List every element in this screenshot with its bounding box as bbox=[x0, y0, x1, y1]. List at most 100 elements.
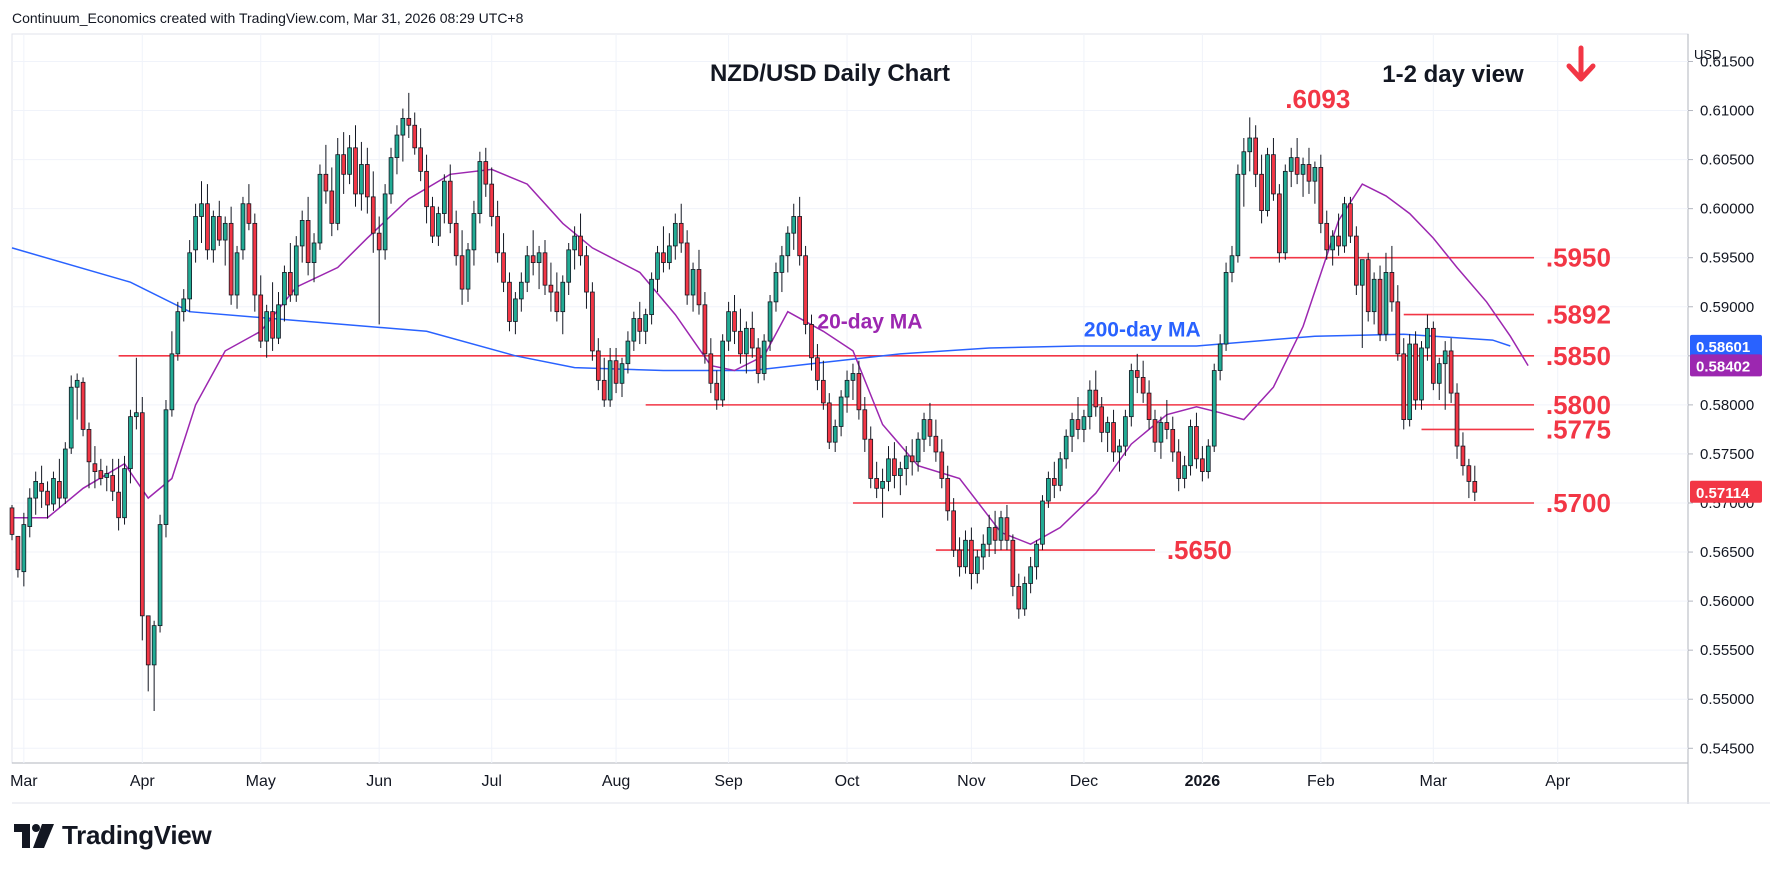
candle-body bbox=[560, 281, 566, 313]
candle-bearish bbox=[815, 344, 820, 391]
candle-bullish bbox=[211, 210, 216, 263]
candle-bullish bbox=[619, 357, 625, 398]
candle-body bbox=[1365, 259, 1371, 313]
candle-body bbox=[1419, 347, 1424, 401]
candle-bearish bbox=[45, 481, 50, 519]
candle-bullish bbox=[791, 203, 797, 250]
candle-body bbox=[1117, 445, 1122, 453]
candle-bearish bbox=[755, 338, 761, 384]
tradingview-logo[interactable]: TradingView bbox=[14, 820, 212, 851]
candle-body bbox=[524, 255, 530, 283]
candle-bullish bbox=[1057, 451, 1063, 492]
candle-body bbox=[1164, 422, 1170, 430]
candle-body bbox=[1176, 451, 1182, 479]
candle-bearish bbox=[145, 615, 151, 692]
candle-bearish bbox=[678, 203, 684, 253]
candle-body bbox=[1324, 222, 1330, 251]
time-tick-label: Feb bbox=[1307, 773, 1335, 790]
candle-body bbox=[1407, 343, 1412, 420]
candle-bearish bbox=[1146, 380, 1152, 430]
level-label: .5950 bbox=[1546, 243, 1611, 273]
candle-body bbox=[477, 161, 483, 214]
candle-body bbox=[453, 222, 459, 257]
candle-bearish bbox=[1460, 432, 1466, 476]
candle-bearish bbox=[702, 292, 708, 364]
candle-bearish bbox=[542, 240, 548, 295]
support-resistance-levels: .6093 .5950 .5892 .5850 .5800.5775 .5700 .5650 bbox=[118, 84, 1611, 565]
candle-bullish bbox=[1235, 164, 1241, 263]
candle-bearish bbox=[459, 230, 465, 305]
candle-body bbox=[637, 318, 643, 332]
candle-body bbox=[1259, 173, 1264, 212]
candle-bearish bbox=[228, 206, 234, 305]
candle-body bbox=[264, 311, 269, 342]
candle-body bbox=[1111, 422, 1116, 453]
candle-bullish bbox=[1211, 363, 1217, 452]
candle-body bbox=[1217, 343, 1223, 371]
level-label: .5700 bbox=[1546, 488, 1611, 518]
down-arrow-icon bbox=[1566, 45, 1596, 82]
level-label: .5775 bbox=[1546, 414, 1611, 444]
candle-body bbox=[1010, 539, 1016, 587]
candle-body bbox=[690, 269, 696, 296]
candle-body bbox=[1223, 272, 1229, 345]
candle-body bbox=[1265, 154, 1270, 212]
candle-bearish bbox=[258, 275, 264, 348]
candle-bullish bbox=[518, 272, 524, 312]
candle-bullish bbox=[471, 200, 477, 266]
candle-body bbox=[898, 468, 903, 476]
candle-bearish bbox=[205, 184, 210, 260]
candle-bullish bbox=[400, 108, 406, 162]
candle-body bbox=[1466, 465, 1472, 482]
candle-bearish bbox=[110, 458, 116, 502]
candle-body bbox=[39, 482, 44, 492]
candle-body bbox=[299, 220, 305, 247]
candle-body bbox=[826, 402, 832, 443]
candle-bullish bbox=[74, 373, 80, 420]
level-label: .6093 bbox=[1285, 84, 1350, 114]
moving-averages: 20-day MA 200-day MA bbox=[11, 168, 1529, 546]
candle-body bbox=[821, 379, 826, 404]
candle-body bbox=[1454, 392, 1460, 447]
candle-body bbox=[720, 340, 725, 401]
candle-bullish bbox=[51, 471, 56, 511]
candle-body bbox=[311, 242, 317, 264]
candle-bullish bbox=[1046, 471, 1051, 508]
candle-body bbox=[1040, 500, 1045, 545]
candle-bullish bbox=[1312, 161, 1318, 204]
price-tags: 0.58601 0.58402 0.57114 bbox=[1690, 334, 1762, 503]
candle-bearish bbox=[637, 301, 643, 345]
candle-body bbox=[530, 255, 536, 264]
candle-body bbox=[98, 470, 104, 479]
nzdusd-daily-chart: 0.545000.550000.555000.560000.565000.570… bbox=[9, 33, 1770, 804]
candle-body bbox=[554, 291, 560, 313]
candle-bearish bbox=[957, 537, 962, 577]
candle-bullish bbox=[975, 550, 980, 584]
candle-bearish bbox=[1324, 210, 1330, 260]
candle-body bbox=[566, 249, 572, 283]
candle-bearish bbox=[353, 125, 358, 207]
level-label: .5850 bbox=[1546, 341, 1611, 371]
price-tick-label: 0.56000 bbox=[1700, 593, 1754, 610]
candle-body bbox=[1099, 406, 1105, 433]
candle-body bbox=[205, 203, 210, 251]
candle-body bbox=[536, 252, 542, 264]
candle-body bbox=[909, 455, 915, 463]
candle-bearish bbox=[992, 510, 998, 555]
candle-bearish bbox=[803, 245, 808, 335]
candle-bullish bbox=[347, 135, 352, 185]
candle-body bbox=[370, 196, 376, 234]
candle-bullish bbox=[134, 357, 139, 430]
tradingview-logo-icon bbox=[14, 823, 54, 848]
candle-bearish bbox=[684, 230, 690, 305]
candle-body bbox=[74, 379, 80, 388]
candle-bullish bbox=[442, 174, 447, 224]
candle-body bbox=[951, 510, 956, 551]
candle-body bbox=[1158, 422, 1164, 443]
candle-bearish bbox=[1259, 154, 1264, 224]
candle-bullish bbox=[566, 242, 572, 295]
candle-bullish bbox=[1105, 416, 1110, 452]
candle-body bbox=[193, 216, 198, 251]
candle-bearish bbox=[1294, 138, 1300, 185]
candle-body bbox=[1051, 478, 1057, 486]
